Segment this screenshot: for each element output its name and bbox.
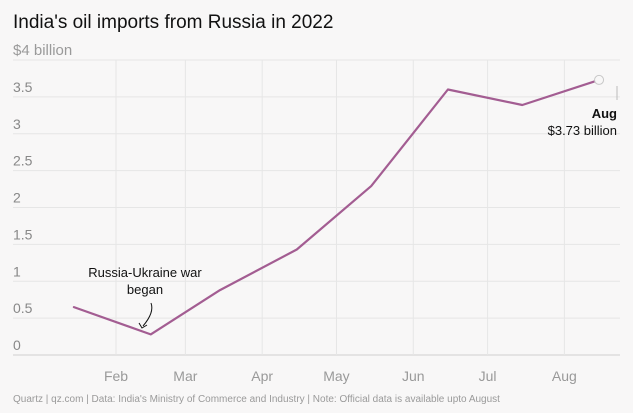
vertical-gridlines: [115, 60, 565, 355]
end-annotation: Aug $3.73 billion: [548, 86, 618, 138]
y-tick-label: 1: [13, 263, 21, 279]
y-tick-label: 3.5: [13, 79, 33, 95]
war-annotation-line1: Russia-Ukraine war: [88, 265, 202, 280]
x-tick-label: Aug: [552, 368, 577, 384]
endpoint-marker: [594, 74, 605, 85]
x-tick-label: Mar: [173, 368, 197, 384]
y-tick-label: 0.5: [13, 300, 33, 316]
series-layer: [72, 74, 605, 336]
x-tick-label: May: [323, 368, 349, 384]
series-line: [72, 78, 601, 336]
horizontal-gridlines: [13, 59, 620, 356]
y-tick-label: 2.5: [13, 153, 33, 169]
y-tick-label: 1.5: [13, 226, 33, 242]
y-tick-label: 3: [13, 116, 21, 132]
war-annotation: Russia-Ukraine war began: [88, 265, 202, 329]
y-axis-ticks: 0 0.5 1 1.5 2 2.5 3 3.5: [13, 79, 33, 353]
y-unit-label: $4 billion: [13, 42, 72, 59]
war-annotation-arrow-line: [142, 302, 153, 327]
end-annotation-value: $3.73 billion: [548, 123, 617, 138]
y-tick-label: 2: [13, 190, 21, 206]
footer-credits: Quartz | qz.com | Data: India's Ministry…: [13, 394, 500, 405]
war-annotation-line2: began: [127, 282, 163, 297]
y-tick-label: 0: [13, 337, 21, 353]
end-annotation-month: Aug: [592, 106, 617, 121]
war-annotation-arrow-head: [138, 322, 148, 329]
x-tick-label: Apr: [251, 368, 273, 384]
x-axis-ticks: Feb Mar Apr May Jun Jul Aug: [104, 368, 577, 384]
x-tick-label: Jun: [402, 368, 425, 384]
x-tick-label: Feb: [104, 368, 128, 384]
x-tick-label: Jul: [479, 368, 497, 384]
chart-title: India's oil imports from Russia in 2022: [13, 12, 333, 33]
